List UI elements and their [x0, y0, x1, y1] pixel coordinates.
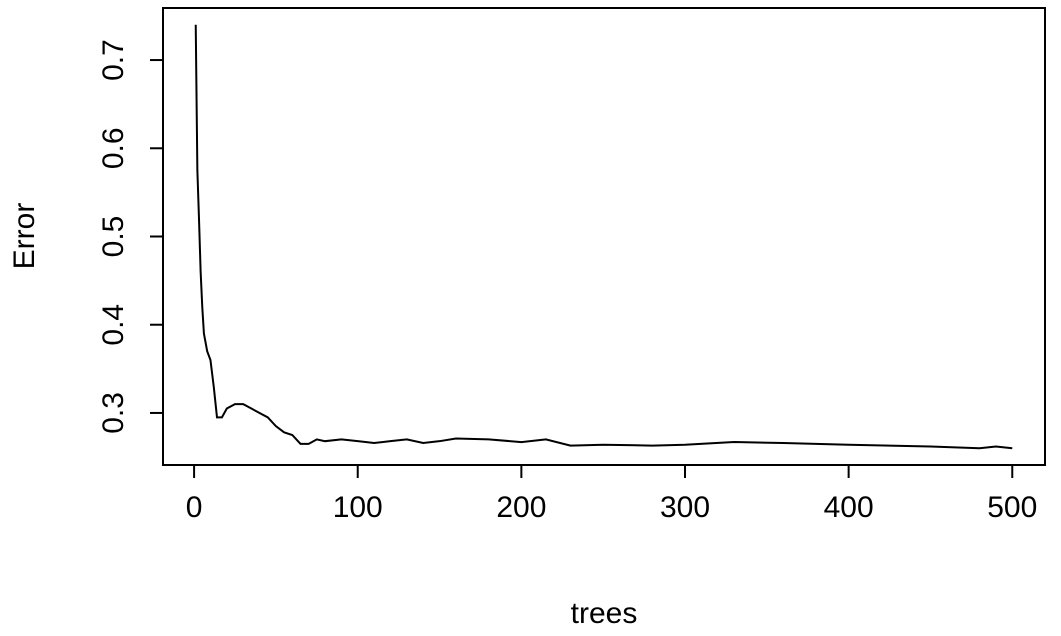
y-tick-label: 0.7 [97, 39, 130, 81]
x-axis-label: trees [571, 597, 638, 630]
x-tick-label: 400 [824, 491, 874, 524]
y-tick-label: 0.6 [97, 127, 130, 169]
x-tick-label: 0 [186, 491, 203, 524]
x-tick-label: 500 [987, 491, 1037, 524]
x-tick-label: 300 [660, 491, 710, 524]
plot-box [162, 7, 1046, 466]
x-tick-label: 100 [333, 491, 383, 524]
y-tick-label: 0.3 [97, 392, 130, 434]
y-tick-label: 0.4 [97, 304, 130, 346]
x-tick-label: 200 [496, 491, 546, 524]
error-line [194, 24, 1013, 450]
y-axis-label: Error [8, 203, 41, 270]
y-tick-label: 0.5 [97, 216, 130, 258]
